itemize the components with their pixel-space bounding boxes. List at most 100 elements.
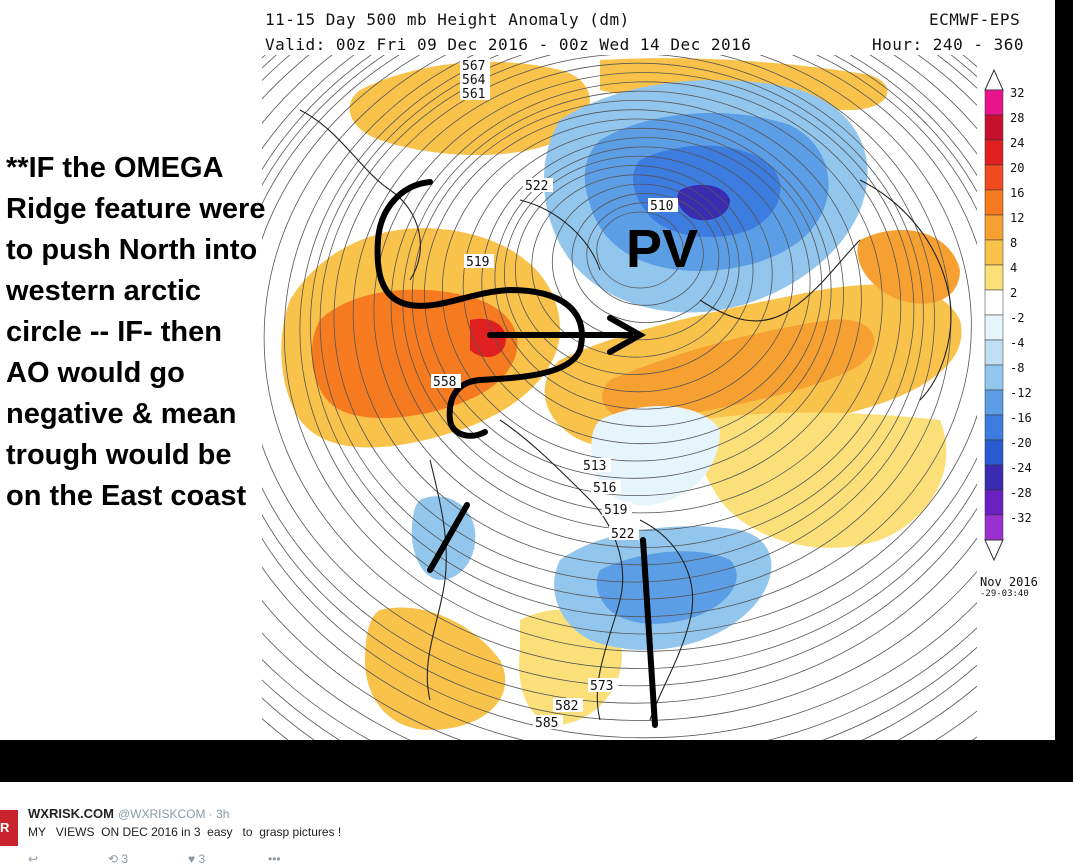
contour-label-bg	[648, 198, 678, 212]
annotation-line: negative & mean	[6, 398, 237, 430]
contour-label-bg	[464, 254, 494, 268]
height-contour	[586, 202, 704, 306]
height-contour	[571, 192, 720, 323]
colorbar-swatch	[984, 389, 1004, 416]
annotation-line: to push North into	[6, 234, 258, 266]
height-contour	[352, 62, 924, 566]
colorbar-label: 32	[1010, 86, 1025, 100]
colorbar-swatch	[984, 164, 1004, 191]
colorbar-label: 16	[1010, 186, 1025, 200]
contour-label: 522	[611, 527, 634, 542]
contour-label: 573	[590, 679, 613, 694]
contour-label: 567	[462, 59, 485, 74]
contour-label-bg	[460, 72, 490, 86]
contour-label: 585	[535, 716, 558, 731]
height-contour	[596, 211, 684, 289]
colorbar-label: 24	[1010, 136, 1025, 150]
contour-label-bg	[523, 178, 553, 192]
height-contour	[390, 81, 902, 531]
colorbar-swatch	[984, 214, 1004, 241]
height-contour	[262, 55, 977, 739]
annotation-line: western arctic	[6, 275, 202, 307]
annotation-line: circle -- IF- then	[6, 316, 222, 348]
height-contour	[531, 174, 740, 358]
colorbar-swatch	[984, 314, 1004, 341]
like-icon: ♥	[188, 852, 196, 866]
height-contour	[262, 55, 977, 687]
colorbar-label: 4	[1010, 261, 1018, 275]
colorbar-label: 2	[1010, 286, 1018, 300]
pv-label: PV	[626, 219, 699, 279]
colorbar-label: 12	[1010, 211, 1025, 225]
colorbar-top-arrow	[984, 68, 1004, 91]
contour-label-bg	[602, 502, 632, 516]
height-contour	[515, 165, 754, 375]
contour-label: 522	[525, 179, 548, 194]
height-contour	[411, 99, 862, 497]
annotation-line: AO would go	[6, 357, 185, 389]
contour-label-bg	[533, 715, 563, 729]
valid-period: Valid: 00z Fri 09 Dec 2016 - 00z Wed 14 …	[265, 35, 752, 54]
map-title: 11-15 Day 500 mb Height Anomaly (dm)	[265, 10, 630, 29]
contour-label-bg	[581, 458, 611, 472]
contour-label: 510	[650, 199, 673, 214]
height-contour	[262, 55, 977, 704]
contour-label-bg	[588, 678, 618, 692]
colorbar-swatch	[984, 89, 1004, 116]
colorbar-label: -16	[1010, 411, 1032, 425]
height-contour	[551, 183, 730, 341]
date-stamp-month: Nov 2016	[980, 575, 1038, 589]
retweet-button[interactable]: ⟲ 3	[108, 852, 128, 866]
height-contour	[441, 118, 832, 462]
height-contour	[481, 137, 811, 427]
color-scale-bar	[984, 68, 1004, 562]
contour-label: 519	[466, 255, 489, 270]
height-contour	[310, 55, 972, 618]
contour-label: 519	[604, 503, 627, 518]
annotation-line: Ridge feature were	[6, 193, 266, 225]
colorbar-label: -20	[1010, 436, 1032, 450]
colorbar-swatch	[984, 189, 1004, 216]
contour-label: 564	[462, 73, 486, 88]
height-contour	[462, 127, 823, 445]
contour-label-bg	[609, 526, 639, 540]
colorbar-label: -8	[1010, 361, 1025, 375]
tweet-handle[interactable]: @WXRISKCOM · 3h	[117, 807, 230, 821]
hand-drawn-arrow	[374, 179, 658, 728]
colorbar-label: -28	[1010, 486, 1032, 500]
avatar[interactable]: R	[0, 810, 18, 846]
annotation-line: on the East coast	[6, 480, 247, 512]
contour-label: 516	[593, 481, 616, 496]
contour-label: 513	[583, 459, 606, 474]
more-icon[interactable]: •••	[268, 852, 281, 866]
colorbar-label: 20	[1010, 161, 1025, 175]
tweet-footer	[0, 782, 1073, 863]
colorbar-swatch	[984, 114, 1004, 141]
screenshot-frame: 567 564 561 522 519 510 513 516 519 522 558 582 585 5…	[0, 0, 1073, 782]
colorbar-label: -24	[1010, 461, 1032, 475]
colorbar-label: 28	[1010, 111, 1025, 125]
map-panel: 567 564 561 522 519 510 513 516 519 522 558 582 585 5…	[0, 0, 1055, 740]
colorbar-swatch	[984, 464, 1004, 491]
forecast-hours: Hour: 240 - 360	[872, 35, 1024, 54]
date-stamp: Nov 2016 -29-03:40	[980, 576, 1038, 600]
colorbar-swatch	[984, 139, 1004, 166]
tweet-text: MY VIEWS ON DEC 2016 in 3 easy to grasp …	[28, 825, 342, 839]
height-contour	[284, 55, 977, 652]
reply-icon[interactable]: ↩	[28, 852, 39, 866]
like-button[interactable]: ♥ 3	[188, 852, 205, 866]
colorbar-bottom-arrow	[984, 539, 1004, 562]
height-contour	[262, 55, 977, 721]
tweet-author[interactable]: WXRISK.COM @WXRISKCOM · 3h	[28, 806, 229, 821]
colorbar-swatch	[984, 264, 1004, 291]
colorbar-label: -4	[1010, 336, 1025, 350]
contour-label-bg	[431, 374, 461, 388]
contour-label-bg	[591, 480, 621, 494]
tweet-author-name[interactable]: WXRISK.COM	[28, 806, 114, 821]
height-contour	[424, 109, 844, 479]
contour-label-bg	[460, 58, 490, 72]
height-contour	[263, 55, 977, 669]
contour-label: 558	[433, 375, 456, 390]
colorbar-swatch	[984, 289, 1004, 316]
